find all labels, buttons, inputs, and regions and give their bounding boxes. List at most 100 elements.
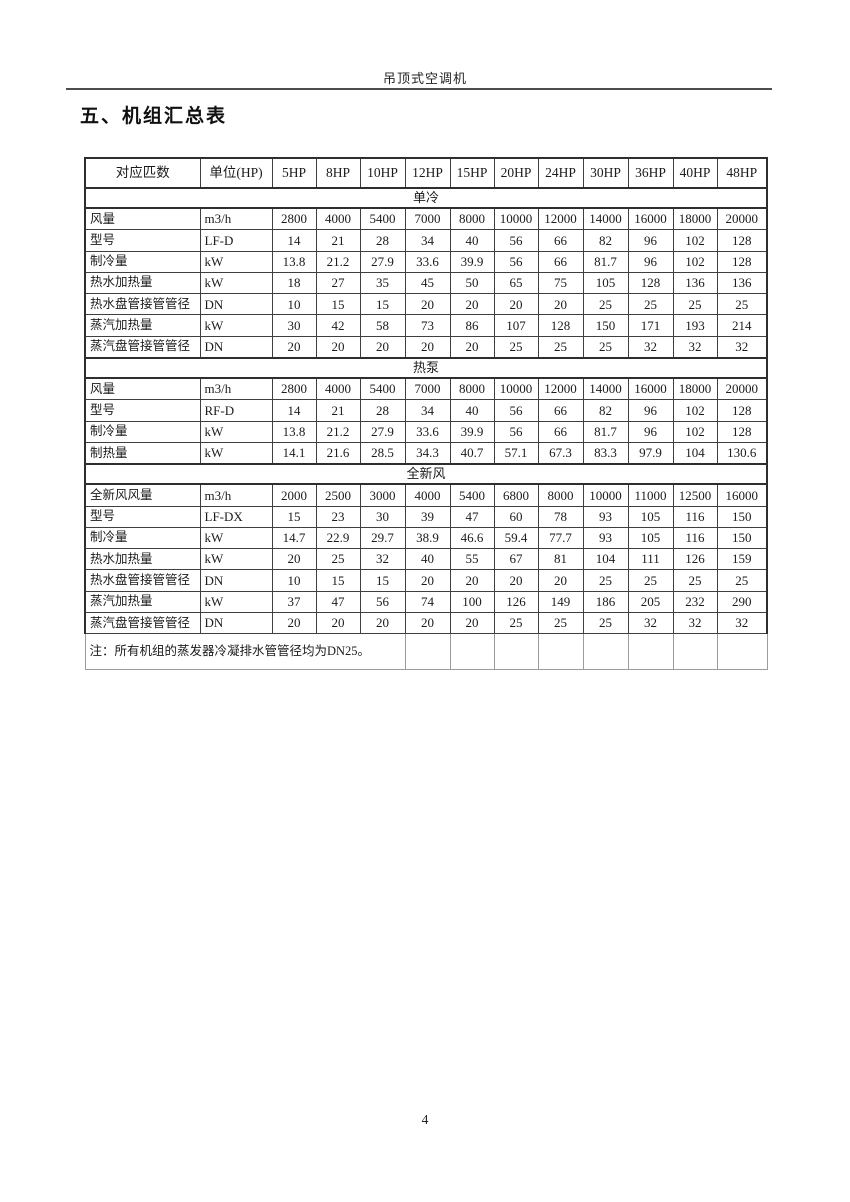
row-label-cell: 蒸汽盘管接管管径 [84,612,201,635]
value-cell: 232 [672,590,718,614]
value-cell: 128 [716,229,768,252]
value-cell: 15 [271,505,317,528]
value-cell: 105 [627,526,674,550]
value-cell: 20 [404,569,451,592]
row-label-cell: 蒸汽盘管接管管径 [84,335,201,359]
header-cell-hp: 30HP [582,157,629,189]
value-cell: 102 [672,250,718,273]
value-cell: 20 [271,335,317,359]
value-cell: 18000 [672,377,718,401]
row-label-cell: 型号 [84,399,201,422]
value-cell: 25 [537,612,584,635]
value-cell: 290 [716,590,768,614]
value-cell: 66 [537,420,584,443]
value-cell: 2800 [271,377,317,401]
value-cell: 20 [449,293,495,316]
value-cell: 21 [315,399,361,422]
value-cell: 25 [537,335,584,359]
section-header-row: 单冷 [84,187,768,209]
value-cell: 20 [315,335,361,359]
value-cell: 128 [716,250,768,273]
value-cell: 28 [359,229,406,252]
value-cell: 14000 [582,377,629,401]
value-cell: 14 [271,399,317,422]
row-unit-cell: kW [199,441,273,465]
value-cell: 58 [359,314,406,337]
value-cell: 5400 [359,207,406,231]
value-cell: 107 [493,314,539,337]
value-cell: 32 [716,335,768,359]
value-cell: 29.7 [359,526,406,550]
value-cell: 56 [493,250,539,273]
value-cell: 56 [493,420,539,443]
value-cell: 39 [404,505,451,528]
value-cell: 20 [449,335,495,359]
value-cell: 20 [404,293,451,316]
row-unit-cell: m3/h [199,207,273,231]
value-cell: 105 [582,271,629,295]
table-data-row: 制冷量 kW 14.7 22.9 29.7 38.9 46.6 59.4 77.7 93 105 11… [84,526,768,550]
value-cell: 12500 [672,483,718,507]
row-label-cell: 风量 [84,207,201,231]
value-cell: 16000 [627,377,674,401]
value-cell: 11000 [627,483,674,507]
value-cell: 18 [271,271,317,295]
value-cell: 10000 [493,377,539,401]
value-cell: 21.2 [315,250,361,273]
row-label-cell: 风量 [84,377,201,401]
value-cell: 66 [537,250,584,273]
value-cell: 149 [537,590,584,614]
value-cell: 23 [315,505,361,528]
row-label-cell: 热水加热量 [84,548,201,571]
value-cell: 40 [449,399,495,422]
value-cell: 65 [493,271,539,295]
value-cell: 136 [716,271,768,295]
value-cell: 214 [716,314,768,337]
value-cell: 8000 [449,377,495,401]
value-cell: 45 [404,271,451,295]
section-title-cell: 全新风 [84,463,768,486]
value-cell: 37 [271,590,317,614]
value-cell: 39.9 [449,420,495,443]
value-cell: 25 [582,335,629,359]
value-cell: 12000 [537,377,584,401]
value-cell: 20 [449,569,495,592]
note-empty-cell [537,633,584,671]
value-cell: 27.9 [359,250,406,273]
value-cell: 16000 [627,207,674,231]
row-unit-cell: DN [199,293,273,316]
value-cell: 30 [271,314,317,337]
value-cell: 32 [672,612,718,635]
table-data-row: 热水盘管接管管径 DN 10 15 15 20 20 20 20 25 25 25 25 [84,293,768,316]
value-cell: 40 [449,229,495,252]
value-cell: 25 [582,293,629,316]
table-data-row: 蒸汽盘管接管管径 DN 20 20 20 20 20 25 25 25 32 32 32 [84,612,768,635]
row-unit-cell: DN [199,612,273,635]
value-cell: 42 [315,314,361,337]
section-header-row: 全新风 [84,463,768,486]
value-cell: 14.1 [271,441,317,465]
row-label-cell: 型号 [84,505,201,528]
row-label-cell: 制冷量 [84,420,201,443]
value-cell: 34 [404,399,451,422]
section-title-cell: 单冷 [84,187,768,209]
value-cell: 104 [672,441,718,465]
value-cell: 32 [359,548,406,571]
note-empty-cell [672,633,718,671]
row-label-cell: 制冷量 [84,526,201,550]
note-empty-cell [582,633,629,671]
row-label-cell: 全新风风量 [84,483,201,507]
row-label-cell: 制热量 [84,441,201,465]
value-cell: 34 [404,229,451,252]
value-cell: 47 [449,505,495,528]
value-cell: 30 [359,505,406,528]
value-cell: 82 [582,229,629,252]
value-cell: 150 [582,314,629,337]
value-cell: 66 [537,229,584,252]
value-cell: 27 [315,271,361,295]
note-empty-cell [449,633,495,671]
value-cell: 86 [449,314,495,337]
value-cell: 82 [582,399,629,422]
value-cell: 25 [716,293,768,316]
value-cell: 96 [627,420,674,443]
